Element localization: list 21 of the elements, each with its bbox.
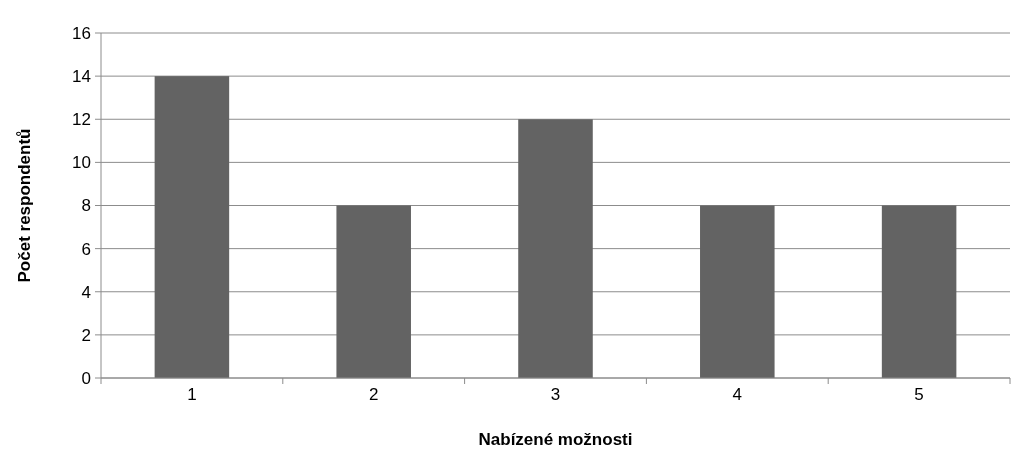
- bar: [881, 205, 957, 378]
- bar: [518, 119, 593, 378]
- x-tick-label: 1: [187, 385, 197, 404]
- bar: [154, 76, 230, 378]
- x-tick-label: 3: [550, 385, 561, 404]
- y-axis-title: Počet respondentů: [15, 128, 34, 283]
- y-tick-label: 12: [72, 110, 91, 130]
- y-tick-label: 0: [81, 368, 91, 388]
- y-tick-label: 16: [72, 23, 91, 43]
- y-tick-label: 4: [81, 282, 91, 302]
- bar: [700, 205, 775, 378]
- y-tick-label: 10: [72, 153, 91, 173]
- x-axis-title: Nabízené možnosti: [478, 430, 633, 449]
- y-tick-label: 8: [81, 196, 91, 216]
- x-tick-label: 2: [368, 385, 379, 404]
- x-tick-label: 5: [914, 385, 924, 404]
- y-tick-label: 2: [81, 325, 91, 345]
- y-tick-label: 6: [81, 239, 91, 259]
- y-tick-label: 14: [72, 67, 91, 87]
- x-tick-label: 4: [732, 385, 743, 404]
- bar: [336, 205, 411, 378]
